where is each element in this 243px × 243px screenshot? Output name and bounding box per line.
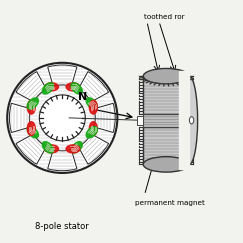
Bar — [143, 127, 189, 164]
Ellipse shape — [66, 83, 80, 91]
Bar — [143, 113, 190, 127]
Ellipse shape — [27, 122, 35, 135]
Text: N: N — [78, 92, 87, 102]
Wedge shape — [48, 149, 77, 171]
Ellipse shape — [189, 117, 194, 124]
Ellipse shape — [71, 142, 82, 153]
Ellipse shape — [42, 142, 53, 153]
Wedge shape — [9, 103, 31, 132]
Wedge shape — [48, 65, 77, 86]
Ellipse shape — [181, 76, 198, 164]
Bar — [143, 127, 189, 164]
Ellipse shape — [27, 100, 35, 114]
Ellipse shape — [86, 127, 97, 138]
Wedge shape — [94, 103, 115, 132]
Wedge shape — [16, 72, 46, 102]
Wedge shape — [78, 134, 109, 164]
Ellipse shape — [42, 83, 53, 94]
Text: 8-pole stator: 8-pole stator — [35, 222, 89, 231]
Ellipse shape — [89, 100, 97, 114]
Ellipse shape — [143, 157, 189, 172]
Ellipse shape — [66, 145, 80, 153]
Circle shape — [39, 95, 85, 141]
Ellipse shape — [45, 83, 59, 91]
Text: permanent magnet: permanent magnet — [135, 200, 205, 206]
Bar — [143, 76, 189, 113]
Ellipse shape — [71, 83, 82, 94]
Ellipse shape — [89, 122, 97, 135]
Circle shape — [7, 63, 117, 173]
Bar — [143, 76, 189, 113]
Wedge shape — [16, 134, 46, 164]
Ellipse shape — [27, 127, 38, 138]
Bar — [180, 71, 189, 169]
Bar — [137, 116, 143, 125]
Wedge shape — [78, 72, 109, 102]
Ellipse shape — [86, 98, 97, 109]
Ellipse shape — [143, 69, 189, 84]
Ellipse shape — [27, 98, 38, 109]
Ellipse shape — [45, 145, 59, 153]
Text: toothed ror: toothed ror — [144, 14, 185, 20]
